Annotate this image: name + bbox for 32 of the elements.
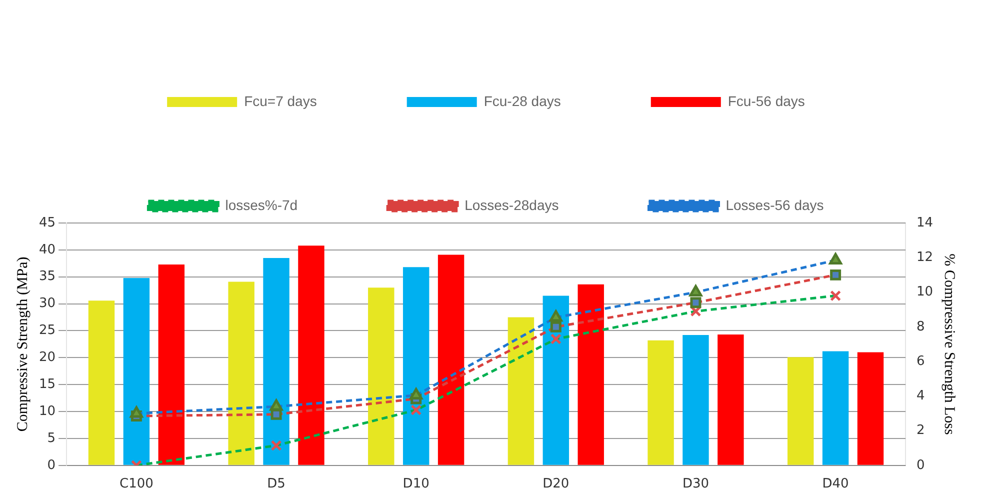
y-tick-label: 5	[47, 430, 56, 446]
y2-tick-label: 2	[916, 423, 925, 438]
legend-label: Fcu-56 days	[728, 92, 805, 109]
legend-label: Fcu=7 days	[244, 92, 317, 109]
y2-tick-label: 0	[916, 458, 925, 473]
y-tick-label: 35	[38, 269, 56, 284]
x-tick-label: D20	[542, 476, 570, 492]
legend-label: Fcu-28 days	[484, 92, 561, 109]
x-tick-label: C100	[120, 476, 154, 492]
x-tick-label: D40	[822, 476, 849, 492]
y2-tick-label: 8	[916, 319, 925, 334]
legend-label: Losses-28days	[464, 196, 559, 213]
y-axis-title: Compressive Strength (MPa)	[14, 256, 31, 432]
y-tick-label: 15	[38, 376, 56, 392]
y2-tick-label: 4	[916, 388, 925, 404]
legend-label: Losses-56 days	[726, 196, 824, 213]
x-tick-label: D30	[682, 476, 710, 492]
y2-tick-label: 14	[916, 215, 934, 230]
y-tick-label: 10	[38, 404, 56, 419]
y-tick-label: 20	[38, 350, 56, 366]
y-tick-label: 45	[38, 215, 56, 230]
y-tick-label: 30	[38, 296, 56, 312]
y2-tick-label: 6	[916, 354, 925, 369]
x-tick-label: D5	[267, 476, 286, 492]
y2-axis-title: % Compressive Strength Loss	[941, 254, 958, 435]
y-tick-label: 0	[47, 458, 56, 473]
y2-tick-label: 10	[916, 284, 934, 300]
y-tick-label: 25	[38, 323, 56, 338]
y2-tick-label: 12	[916, 250, 934, 266]
x-tick-label: D10	[402, 476, 430, 492]
legend-label: losses%-7d	[225, 196, 298, 213]
y-tick-label: 40	[38, 242, 56, 258]
